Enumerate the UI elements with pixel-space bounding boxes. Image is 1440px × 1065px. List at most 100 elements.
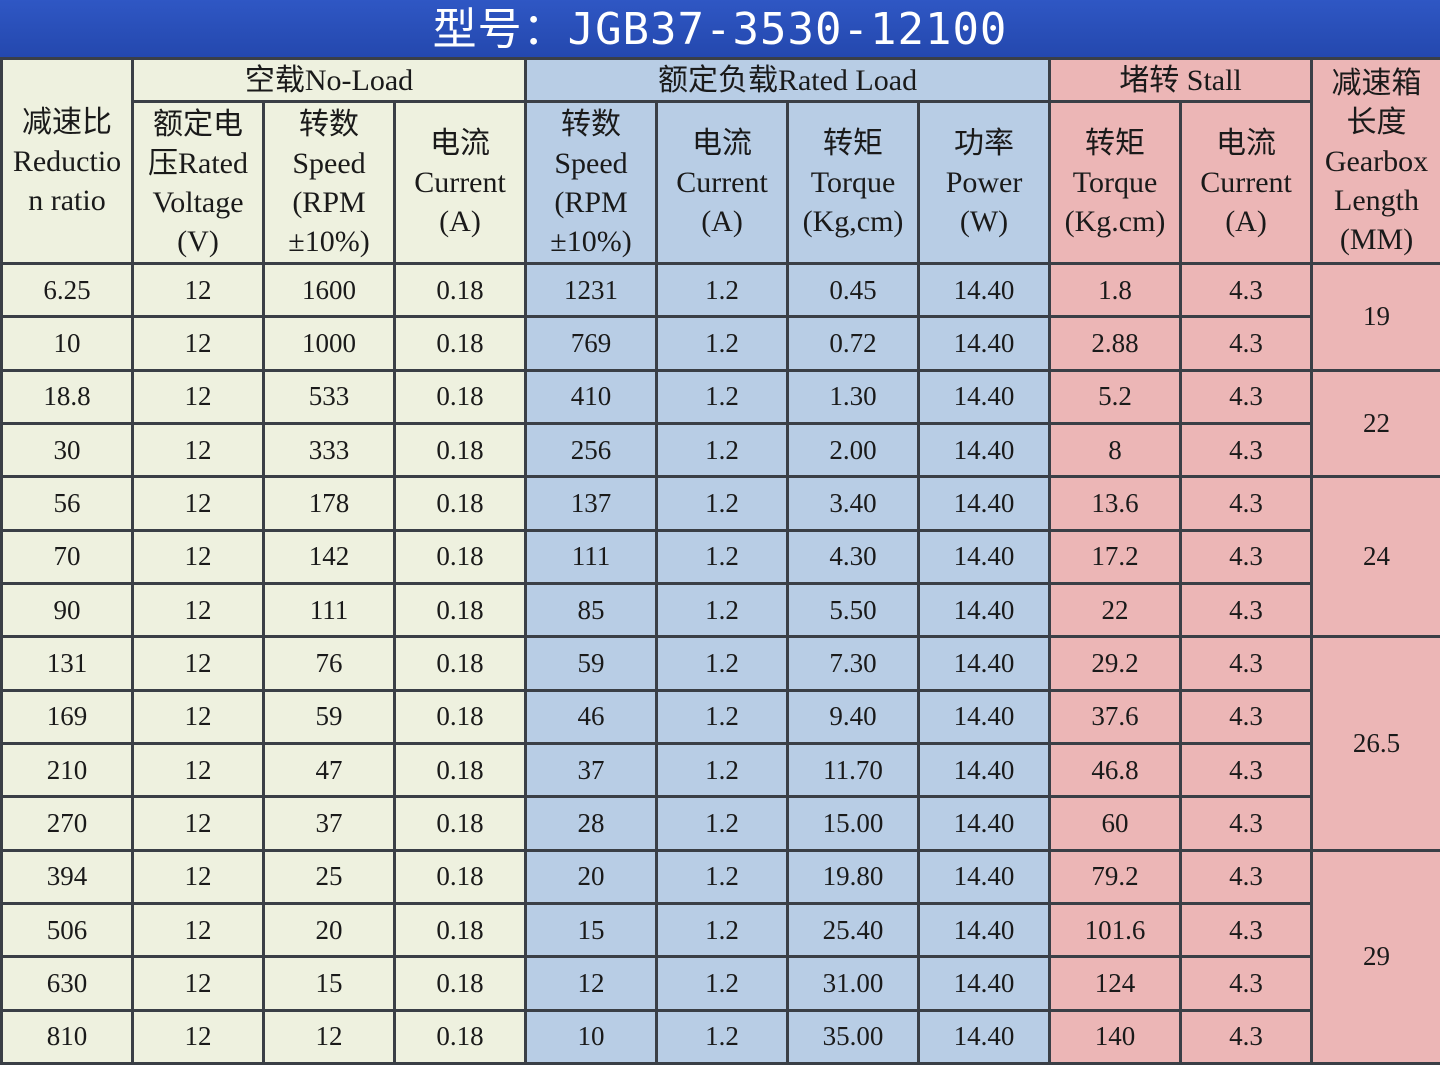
cell-stall-current: 4.3 [1179, 901, 1314, 959]
cell-rated-power: 14.40 [917, 955, 1052, 1012]
cell-no-load-current: 0.18 [392, 261, 528, 319]
cell-no-load-speed: 1000 [262, 315, 396, 372]
cell-rated-voltage: 12 [131, 848, 265, 905]
table-row: 30 12 333 0.18 256 1.2 2.00 14.40 8 4.3 [0, 421, 1440, 479]
cell-rated-voltage: 12 [131, 795, 265, 852]
cell-rated-current: 1.2 [655, 528, 790, 585]
cell-reduction-ratio: 394 [0, 848, 134, 905]
cell-rated-current: 1.2 [655, 368, 790, 425]
cell-rated-speed: 10 [524, 1008, 659, 1065]
cell-rated-torque: 25.40 [786, 901, 921, 959]
cell-rated-speed: 256 [524, 421, 659, 479]
cell-rated-power: 14.40 [917, 741, 1052, 799]
cell-stall-current: 4.3 [1179, 315, 1314, 372]
cell-stall-current: 4.3 [1179, 688, 1314, 745]
cell-stall-torque: 124 [1048, 955, 1183, 1012]
cell-rated-speed: 410 [524, 368, 659, 425]
table-row: 169 12 59 0.18 46 1.2 9.40 14.40 37.6 4.3 [0, 688, 1440, 745]
cell-rated-voltage: 12 [131, 955, 265, 1012]
cell-reduction-ratio: 6.25 [0, 261, 134, 319]
header-stall-current: 电流 Current (A) [1179, 100, 1314, 265]
cell-no-load-current: 0.18 [392, 741, 528, 799]
cell-no-load-speed: 76 [262, 635, 396, 692]
cell-reduction-ratio: 10 [0, 315, 134, 372]
cell-rated-speed: 111 [524, 528, 659, 585]
cell-rated-current: 1.2 [655, 261, 790, 319]
table-row: 70 12 142 0.18 111 1.2 4.30 14.40 17.2 4.3 [0, 528, 1440, 585]
cell-no-load-current: 0.18 [392, 955, 528, 1012]
cell-rated-current: 1.2 [655, 421, 790, 479]
cell-reduction-ratio: 169 [0, 688, 134, 745]
cell-stall-torque: 2.88 [1048, 315, 1183, 372]
cell-stall-current: 4.3 [1179, 1008, 1314, 1065]
cell-rated-voltage: 12 [131, 475, 265, 532]
cell-rated-current: 1.2 [655, 848, 790, 905]
header-stall-torque: 转矩 Torque (Kg.cm) [1048, 100, 1183, 265]
cell-rated-speed: 46 [524, 688, 659, 745]
cell-no-load-speed: 533 [262, 368, 396, 425]
cell-rated-voltage: 12 [131, 635, 265, 692]
cell-rated-speed: 28 [524, 795, 659, 852]
cell-no-load-speed: 111 [262, 581, 396, 639]
group-header-no-load: 空载No-Load [130, 57, 528, 103]
cell-rated-torque: 2.00 [786, 421, 921, 479]
cell-no-load-speed: 59 [262, 688, 396, 745]
cell-no-load-speed: 47 [262, 741, 396, 799]
cell-rated-current: 1.2 [655, 315, 790, 372]
cell-stall-current: 4.3 [1179, 421, 1314, 479]
cell-rated-power: 14.40 [917, 528, 1052, 585]
header-rated-current: 电流 Current (A) [655, 100, 790, 265]
cell-rated-power: 14.40 [917, 581, 1052, 639]
cell-no-load-current: 0.18 [392, 368, 528, 425]
table-row: 270 12 37 0.18 28 1.2 15.00 14.40 60 4.3 [0, 795, 1440, 852]
cell-no-load-speed: 20 [262, 901, 396, 959]
cell-rated-voltage: 12 [131, 901, 265, 959]
cell-rated-torque: 0.72 [786, 315, 921, 372]
cell-rated-torque: 1.30 [786, 368, 921, 425]
spec-table-body: 6.25 12 1600 0.18 1231 1.2 0.45 14.40 1.8 4.3 19 10… [0, 261, 1440, 1065]
cell-stall-current: 4.3 [1179, 955, 1314, 1012]
cell-no-load-current: 0.18 [392, 688, 528, 745]
cell-gearbox-length: 24 [1310, 475, 1440, 639]
table-row: 210 12 47 0.18 37 1.2 11.70 14.40 46.8 4.3 [0, 741, 1440, 799]
cell-no-load-speed: 12 [262, 1008, 396, 1065]
table-row: 506 12 20 0.18 15 1.2 25.40 14.40 101.6 4.3 [0, 901, 1440, 959]
cell-no-load-current: 0.18 [392, 315, 528, 372]
cell-stall-torque: 101.6 [1048, 901, 1183, 959]
cell-rated-current: 1.2 [655, 741, 790, 799]
cell-rated-power: 14.40 [917, 848, 1052, 905]
cell-rated-power: 14.40 [917, 368, 1052, 425]
cell-rated-voltage: 12 [131, 688, 265, 745]
cell-reduction-ratio: 630 [0, 955, 134, 1012]
cell-reduction-ratio: 506 [0, 901, 134, 959]
cell-rated-current: 1.2 [655, 475, 790, 532]
cell-stall-current: 4.3 [1179, 368, 1314, 425]
cell-no-load-current: 0.18 [392, 528, 528, 585]
cell-no-load-current: 0.18 [392, 475, 528, 532]
cell-rated-torque: 9.40 [786, 688, 921, 745]
cell-no-load-speed: 25 [262, 848, 396, 905]
cell-no-load-speed: 333 [262, 421, 396, 479]
cell-no-load-speed: 1600 [262, 261, 396, 319]
cell-rated-torque: 5.50 [786, 581, 921, 639]
cell-stall-torque: 1.8 [1048, 261, 1183, 319]
cell-rated-torque: 15.00 [786, 795, 921, 852]
cell-reduction-ratio: 56 [0, 475, 134, 532]
cell-rated-current: 1.2 [655, 955, 790, 1012]
header-reduction-ratio: 减速比 Reductio n ratio [0, 57, 134, 265]
cell-rated-current: 1.2 [655, 795, 790, 852]
header-rated-speed: 转数 Speed (RPM ±10%) [524, 100, 659, 265]
cell-no-load-speed: 142 [262, 528, 396, 585]
cell-reduction-ratio: 18.8 [0, 368, 134, 425]
cell-rated-torque: 31.00 [786, 955, 921, 1012]
cell-rated-voltage: 12 [131, 1008, 265, 1065]
table-row: 810 12 12 0.18 10 1.2 35.00 14.40 140 4.3 [0, 1008, 1440, 1065]
table-row: 90 12 111 0.18 85 1.2 5.50 14.40 22 4.3 [0, 581, 1440, 639]
cell-rated-torque: 3.40 [786, 475, 921, 532]
cell-rated-speed: 12 [524, 955, 659, 1012]
cell-stall-torque: 17.2 [1048, 528, 1183, 585]
cell-stall-current: 4.3 [1179, 635, 1314, 692]
cell-stall-torque: 46.8 [1048, 741, 1183, 799]
cell-no-load-current: 0.18 [392, 1008, 528, 1065]
cell-reduction-ratio: 70 [0, 528, 134, 585]
